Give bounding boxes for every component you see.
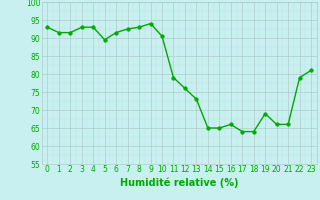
X-axis label: Humidité relative (%): Humidité relative (%) bbox=[120, 177, 238, 188]
